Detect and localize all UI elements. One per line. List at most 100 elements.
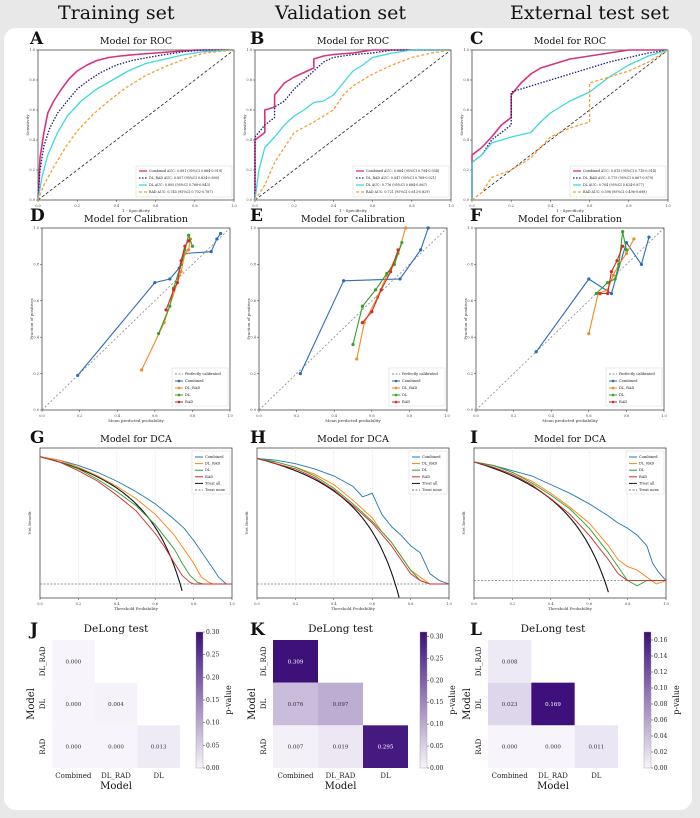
calibration-point <box>355 357 359 361</box>
legend-label: DL_RAD <box>205 462 220 466</box>
x-tick-label: 0.0 <box>35 204 41 208</box>
x-tick-label: 0.6 <box>587 204 593 208</box>
heatmap-cell-label: 0.011 <box>588 745 604 751</box>
x-tick-label: 1.0 <box>229 602 235 606</box>
x-tick-label: 0.4 <box>548 414 554 418</box>
legend-marker <box>611 400 615 404</box>
calibration-chart-e: Model for Calibration 0.0 0.2 0.4 0.6 0.8 1.0 0… <box>246 214 450 423</box>
legend-box <box>135 165 233 198</box>
x-axis-label: 1 - Specificity <box>556 208 584 213</box>
x-tick-label: 0.6 <box>369 602 375 606</box>
legend-label: Treat all <box>422 481 438 485</box>
legend-label: DL_RAD <box>185 386 200 390</box>
heatmap-cell <box>273 640 318 683</box>
heatmap-cell-label: 0.097 <box>333 702 349 708</box>
y-tick-label: 1.0 <box>467 226 473 230</box>
calibration-point <box>179 259 183 263</box>
x-tick-label: 0.2 <box>77 414 83 418</box>
heatmap-cell-label: 0.169 <box>545 702 561 708</box>
roc-curve-dl-rad <box>254 49 451 200</box>
y-tick-label: 0.0 <box>463 198 469 202</box>
y-tick-label: 1.0 <box>463 48 469 52</box>
delong-heatmap-l: DeLong test 0.008 0.023 0.169 0.000 0.000 0.01… <box>462 623 681 792</box>
heatmap-cell <box>273 682 318 726</box>
x-axis-label: Model <box>325 781 357 792</box>
row-label: RAD <box>475 738 483 754</box>
heatmap-cell-label: 0.000 <box>65 745 81 751</box>
y-tick-label: 0.0 <box>29 198 35 202</box>
y-tick-label: 0.8 <box>33 263 39 267</box>
dca-curve-dl <box>39 456 232 585</box>
colorbar-tick-label: 0.30 <box>430 633 444 640</box>
legend-label: RAD <box>185 400 193 404</box>
calibration-point <box>187 248 191 252</box>
colorbar-tick-label: 0.16 <box>654 637 668 644</box>
x-tick-label: 0.4 <box>331 602 337 606</box>
x-tick-label: 1.0 <box>446 602 452 606</box>
legend-marker <box>611 386 615 390</box>
dca-curve-dl <box>473 461 666 587</box>
x-axis-label: Mean predicted probability <box>542 418 598 423</box>
x-axis-label: Mean predicted probability <box>108 418 164 423</box>
row-label: DL_RAD <box>39 646 47 676</box>
row-label: DL_RAD <box>260 646 268 676</box>
heatmap-cell-label: 0.309 <box>288 659 304 665</box>
calibration-point <box>168 304 172 308</box>
legend-label: DL_RAD AUC: 0.857 (95%CI 0.824-0.890) <box>149 176 220 180</box>
x-tick-label: 0.0 <box>254 602 260 606</box>
calibration-point <box>76 373 80 378</box>
calibration-point <box>598 291 602 296</box>
x-tick-label: 1.0 <box>661 414 667 418</box>
x-axis-label: Model <box>100 781 132 792</box>
legend-box <box>352 165 450 198</box>
colorbar-tick-label: 0.20 <box>430 677 444 684</box>
panel-letter-a: A <box>29 29 44 49</box>
colorbar-tick-label: 0.25 <box>430 655 444 662</box>
x-tick-label: 1.0 <box>231 204 237 208</box>
heatmap-cell <box>488 640 532 683</box>
colorbar-tick-label: 0.05 <box>430 743 444 750</box>
x-tick-label: 0.4 <box>331 414 337 418</box>
legend-label: DL <box>205 468 211 472</box>
colorbar-tick-label: 0.05 <box>206 742 220 749</box>
x-tick-label: 0.0 <box>471 602 477 606</box>
calibration-point <box>168 277 172 281</box>
plot-title: Model for DCA <box>317 434 389 445</box>
calibration-point <box>215 237 219 241</box>
heatmap-cell-label: 0.013 <box>151 745 167 751</box>
x-axis-label: Model <box>537 781 569 792</box>
legend-box <box>171 367 229 407</box>
legend-label: RAD <box>619 400 627 404</box>
y-tick-label: 0.4 <box>246 138 252 142</box>
heatmap-cell-label: 0.004 <box>108 702 124 708</box>
y-tick-label: 0.4 <box>33 335 39 339</box>
heatmap-cell <box>52 725 95 768</box>
colorbar-tick-label: 0.12 <box>654 669 668 676</box>
calibration-point <box>187 239 191 243</box>
heatmap-title: DeLong test <box>521 623 587 635</box>
heatmap-cell <box>488 682 532 726</box>
dca-curve-rad <box>256 458 449 585</box>
legend-label: RAD <box>402 400 410 404</box>
row-label: DL <box>260 699 268 710</box>
colorbar-label: p-value <box>224 685 233 715</box>
legend-label: Perfectly calibrated <box>619 372 656 376</box>
y-tick-label: 0.6 <box>29 108 35 112</box>
x-tick-label: 0.0 <box>473 414 479 418</box>
legend-label: DL <box>402 393 408 397</box>
x-axis-label: Mean predicted probability <box>325 418 381 423</box>
column-title-validation: Validation set <box>275 2 407 24</box>
calibration-point <box>609 270 613 274</box>
colorbar <box>643 631 652 769</box>
legend-label: Combined AUC: 0.891 (95%CI 0.864-0.919) <box>149 169 223 173</box>
heatmap-cell <box>318 725 363 768</box>
legend-label: Treat all <box>205 481 221 485</box>
calibration-point <box>621 230 625 234</box>
x-tick-label: 0.8 <box>191 602 197 606</box>
roc-curve-dl-rad <box>37 49 234 201</box>
dca-curve-rad <box>39 456 232 585</box>
y-tick-label: 0.2 <box>33 372 39 376</box>
calibration-point <box>426 226 430 230</box>
colorbar-tick-label: 0.25 <box>206 652 220 659</box>
legend-label: RAD <box>205 475 213 479</box>
